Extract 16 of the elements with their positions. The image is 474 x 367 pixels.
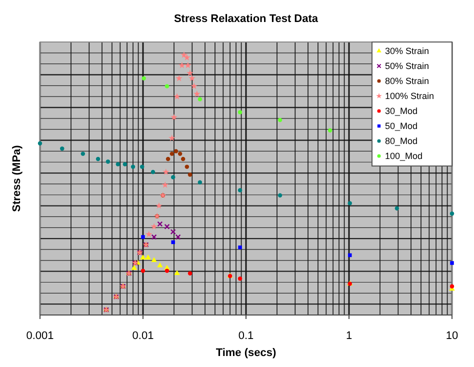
legend-label: 100% Strain <box>385 91 434 101</box>
x-tick-label: 10 <box>446 330 458 342</box>
chart-title: Stress Relaxation Test Data <box>174 13 319 25</box>
legend-label: 50_Mod <box>385 121 418 131</box>
x-axis-title: Time (secs) <box>216 347 276 359</box>
legend-label: 50% Strain <box>385 61 430 71</box>
legend-label: 100_Mod <box>385 151 423 161</box>
y-axis-title: Stress (MPa) <box>11 144 23 212</box>
x-tick-label: 0.01 <box>132 330 154 342</box>
x-tick-label: 1 <box>346 330 352 342</box>
x-tick-label: 0.1 <box>238 330 254 342</box>
legend-label: 80% Strain <box>385 76 430 86</box>
legend-label: 80_Mod <box>385 136 418 146</box>
x-tick-label: 0.001 <box>26 330 54 342</box>
legend-label: 30% Strain <box>385 46 430 56</box>
legend-label: 30_Mod <box>385 106 418 116</box>
